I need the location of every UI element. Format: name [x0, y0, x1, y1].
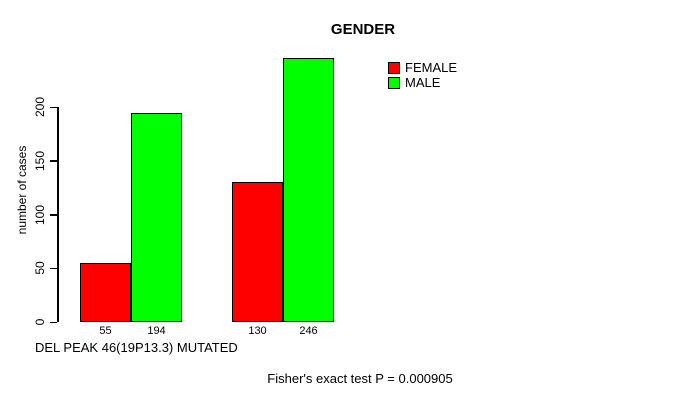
- y-tick-label: 0: [33, 318, 47, 326]
- legend-label: FEMALE: [405, 60, 458, 75]
- bar-value-label: 55: [99, 325, 112, 337]
- y-tick-label: 200: [33, 96, 47, 118]
- bar-value-label: 246: [299, 325, 318, 337]
- legend-item-female: FEMALE: [388, 60, 458, 75]
- y-tick-mark: [50, 160, 57, 162]
- y-tick-mark: [50, 214, 57, 216]
- legend: FEMALE MALE: [388, 60, 458, 92]
- legend-item-male: MALE: [388, 75, 457, 90]
- y-tick-label: 150: [33, 150, 47, 171]
- bar-male-group1: [131, 113, 182, 322]
- legend-swatch-male: [388, 77, 400, 89]
- y-tick-mark: [50, 106, 57, 108]
- x-axis-label: DEL PEAK 46(19P13.3) MUTATED: [35, 340, 238, 355]
- bar-value-label: 194: [147, 325, 166, 337]
- y-tick-mark: [50, 267, 57, 270]
- y-axis-label: number of cases: [15, 145, 29, 235]
- bar-female-group1: [80, 263, 131, 322]
- chart-title: GENDER: [330, 21, 396, 38]
- y-tick-label: 100: [33, 204, 47, 225]
- legend-label: MALE: [405, 75, 441, 90]
- y-axis-line: [57, 107, 59, 322]
- annotation-text: Fisher's exact test P = 0.000905: [267, 371, 453, 386]
- y-tick-mark: [50, 321, 57, 323]
- y-tick-label: 50: [33, 261, 47, 275]
- legend-swatch-female: [388, 62, 400, 74]
- bar-female-group2: [232, 182, 283, 322]
- bar-value-label: 130: [248, 325, 267, 337]
- bar-male-group2: [283, 58, 334, 322]
